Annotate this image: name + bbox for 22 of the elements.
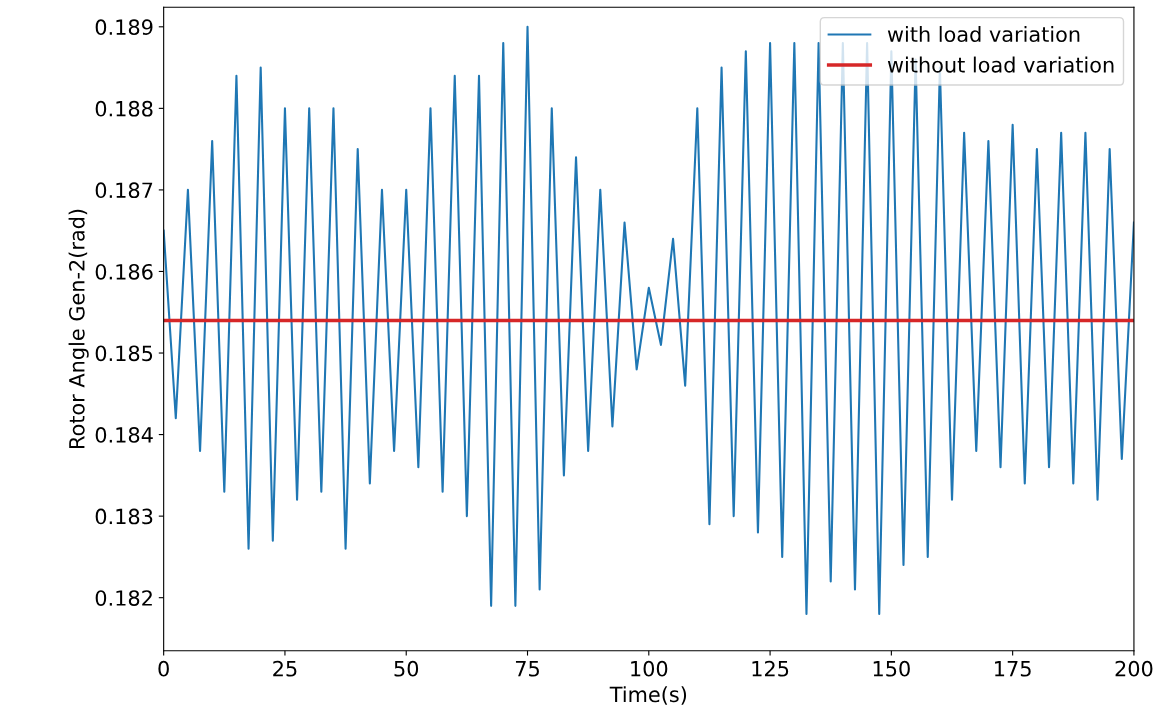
- y-tick-label: 0.185: [95, 345, 153, 362]
- legend-label: with load variation: [887, 25, 1080, 43]
- x-tick-label: 125: [752, 660, 789, 677]
- x-axis-title: Time(s): [609, 686, 687, 705]
- y-tick-label: 0.184: [95, 427, 153, 443]
- x-tick-label: 50: [394, 660, 419, 677]
- x-tick-label: 150: [873, 660, 910, 677]
- y-axis-title: Rotor Angle Gen-2(rad): [68, 209, 89, 448]
- y-tick-label: 0.182: [95, 590, 152, 606]
- y-tick-label: 0.186: [95, 263, 153, 280]
- x-tick-label: 100: [631, 660, 668, 677]
- y-tick-label: 0.187: [95, 182, 153, 199]
- x-tick-label: 75: [515, 661, 539, 677]
- x-tick-label: 200: [1115, 660, 1153, 677]
- x-tick-label: 0: [158, 660, 169, 677]
- legend-label: without load variation: [887, 56, 1114, 73]
- y-tick-label: 0.188: [95, 100, 153, 117]
- x-tick-label: 175: [995, 661, 1031, 677]
- y-tick-label: 0.189: [95, 19, 153, 36]
- y-tick-label: 0.183: [95, 508, 153, 525]
- x-tick-label: 25: [273, 660, 297, 677]
- line-series: [163, 25, 1134, 616]
